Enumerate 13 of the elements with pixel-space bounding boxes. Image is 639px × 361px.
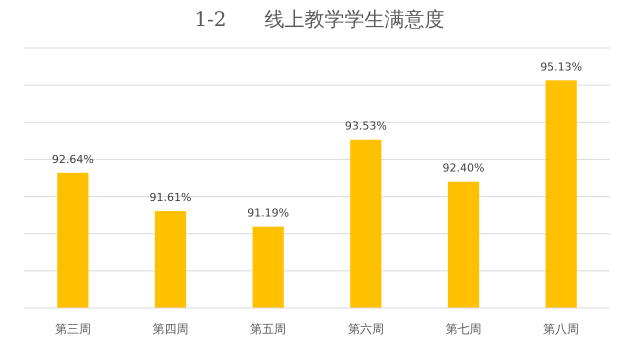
x-tick-label: 第七周 [446,322,482,336]
x-tick-label: 第三周 [54,322,91,336]
data-label: 92.40% [442,162,484,175]
data-label: 91.19% [247,206,290,220]
data-label: 91.61% [150,191,192,204]
x-tick-label: 第四周 [152,322,188,336]
x-tick-label: 第六周 [348,322,384,336]
data-label: 95.13% [540,60,582,74]
data-label: 92.64% [52,152,94,166]
x-tick-label: 第八周 [543,322,580,336]
data-label: 93.53% [344,120,387,133]
x-tick-label: 第五周 [250,322,286,336]
chart-title: 1-2 线上教学学生满意度 [194,7,445,31]
